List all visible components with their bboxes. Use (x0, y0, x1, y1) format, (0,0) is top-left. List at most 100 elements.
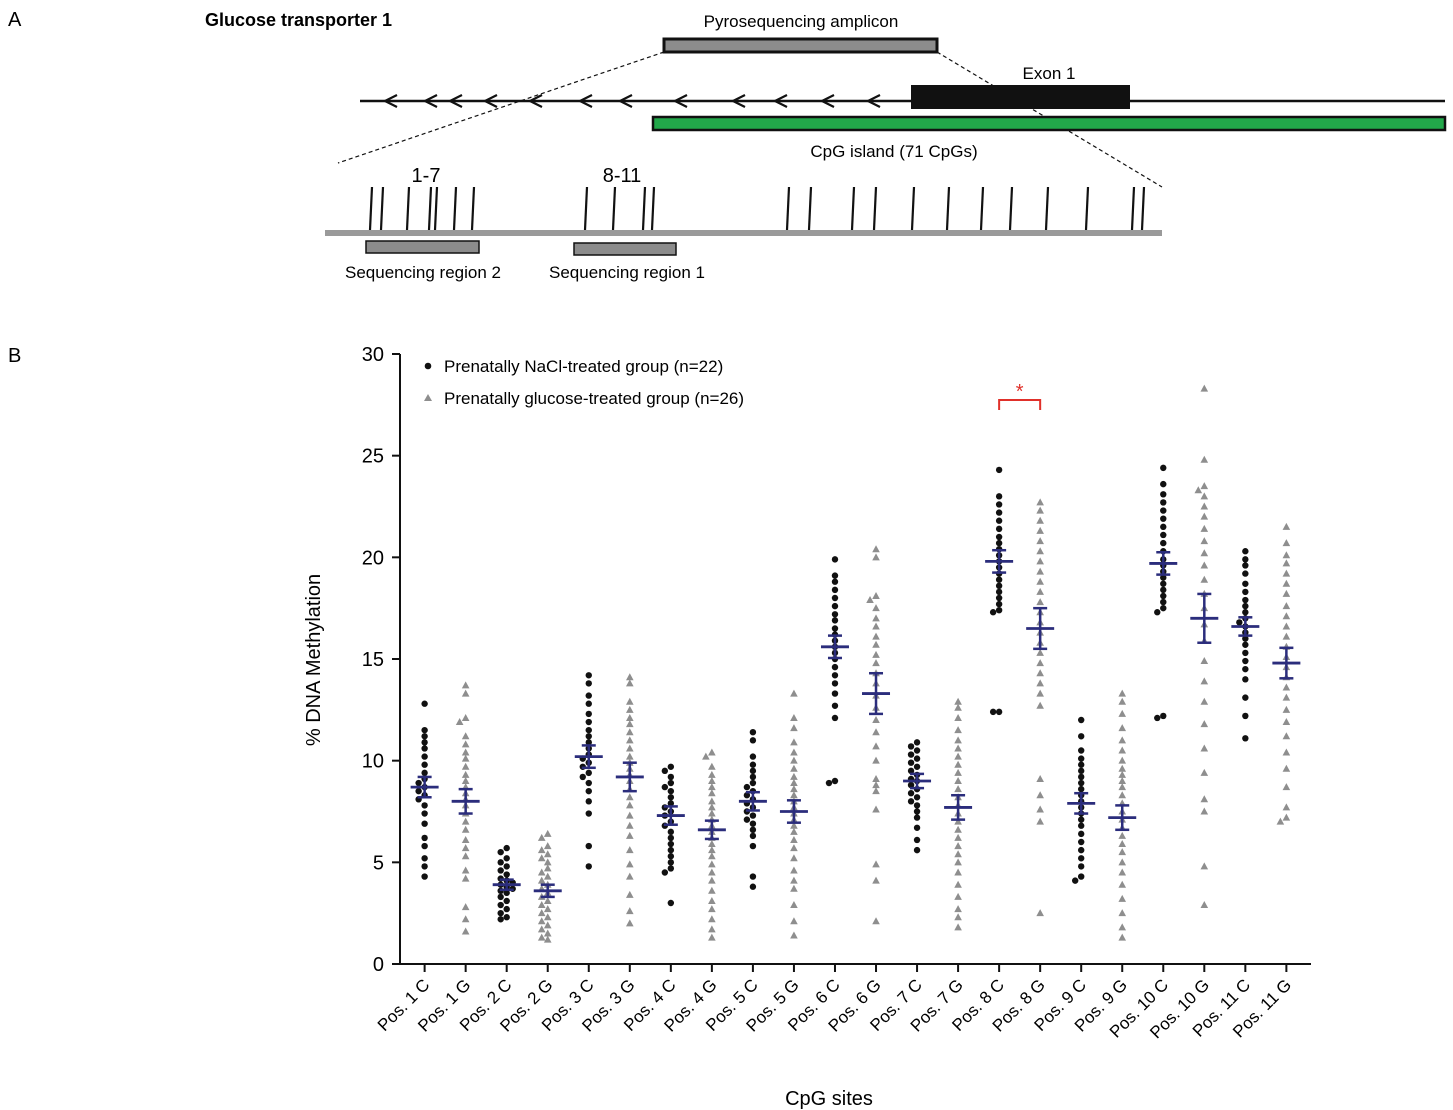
data-point-glucose (1200, 561, 1209, 569)
data-point-glucose (1036, 537, 1044, 545)
data-point-glucose (1118, 777, 1127, 784)
data-point-glucose (790, 821, 798, 829)
data-point-glucose (872, 632, 880, 640)
data-point-glucose (461, 825, 470, 833)
data-point-nacl (421, 820, 428, 827)
data-point-nacl (667, 865, 675, 872)
cpg-site-tick (470, 186, 476, 231)
data-point-glucose (461, 903, 470, 911)
data-point-glucose (872, 756, 880, 764)
data-point-glucose (708, 876, 716, 884)
data-point-glucose (708, 789, 716, 797)
data-point-glucose (1282, 569, 1291, 577)
data-point-glucose (1282, 632, 1291, 640)
data-point-nacl (1242, 556, 1249, 563)
cpg-site-tick (872, 186, 878, 231)
data-point-nacl (995, 600, 1003, 608)
data-point-glucose (626, 744, 634, 752)
data-point-glucose (626, 907, 634, 915)
data-point-glucose (1200, 502, 1209, 510)
data-point-nacl (585, 769, 592, 777)
data-point-nacl (749, 873, 757, 880)
data-point-glucose (790, 689, 798, 697)
data-point-glucose (954, 913, 962, 921)
data-point-nacl (1242, 570, 1249, 577)
data-point-nacl (907, 781, 915, 789)
data-point-glucose (1036, 648, 1044, 656)
data-point-glucose (461, 681, 470, 689)
data-point-nacl (743, 816, 751, 823)
data-point-nacl (585, 739, 592, 746)
data-point-glucose (1036, 577, 1044, 585)
data-point-nacl (421, 863, 428, 870)
x-axis-title: CpG sites (785, 1088, 873, 1110)
data-point-glucose (626, 679, 634, 687)
data-point-glucose (461, 852, 470, 860)
panel-a-label: A (8, 9, 22, 31)
data-point-nacl (497, 893, 504, 901)
cpg-site-tick (850, 186, 856, 231)
data-point-glucose (1282, 693, 1291, 701)
data-point-glucose (790, 785, 798, 793)
data-point-nacl (907, 790, 915, 797)
data-point-nacl (995, 588, 1003, 596)
panel-a: A Glucose transporter 1 Pyrosequencing a… (8, 9, 1447, 282)
data-point-nacl (1160, 531, 1167, 539)
cpg-group-label-1-7: 1-7 (412, 165, 441, 187)
data-point-glucose (1118, 909, 1127, 917)
chart-axes (399, 354, 1311, 965)
data-point-glucose (790, 738, 798, 746)
data-point-glucose (1200, 677, 1209, 685)
data-point-nacl (1242, 602, 1249, 610)
data-point-nacl (831, 578, 839, 585)
cpg-site-tick (1008, 186, 1014, 231)
data-point-glucose (708, 905, 716, 913)
gene-direction-arrow (865, 94, 881, 108)
data-point-glucose (954, 825, 962, 833)
cpg-site-tick (1044, 186, 1050, 231)
data-point-nacl (749, 773, 757, 781)
data-point-nacl (503, 897, 510, 905)
data-point-glucose (1036, 774, 1044, 782)
data-point-glucose (461, 866, 470, 874)
data-point-glucose (543, 829, 552, 837)
data-point-nacl (497, 909, 504, 917)
data-point-glucose (626, 736, 634, 744)
data-point-nacl (1077, 822, 1085, 829)
legend-label-glucose: Prenatally glucose-treated group (n=26) (444, 389, 744, 408)
data-point-glucose (790, 931, 798, 939)
data-point-nacl (503, 889, 510, 897)
data-point-nacl (421, 753, 428, 760)
data-point-glucose (708, 748, 716, 756)
data-point-nacl (1077, 747, 1085, 754)
data-point-nacl (661, 869, 669, 876)
data-point-glucose (872, 917, 880, 925)
data-point-nacl (667, 846, 675, 854)
data-point-glucose (954, 785, 962, 793)
data-point-nacl (667, 899, 675, 907)
data-point-glucose (708, 809, 716, 817)
data-point-glucose (543, 842, 552, 850)
data-point-glucose (708, 933, 716, 941)
data-point-nacl (1242, 580, 1249, 587)
data-point-glucose (1118, 689, 1127, 697)
data-point-nacl (1160, 712, 1167, 720)
cpg-island-bar (651, 115, 1447, 132)
data-point-glucose (1036, 817, 1044, 825)
data-point-glucose (543, 850, 552, 858)
zoom-line-left (337, 51, 665, 164)
data-point-nacl (585, 672, 592, 679)
data-point-glucose (543, 921, 552, 929)
data-point-nacl (421, 769, 428, 777)
data-point-nacl (1236, 619, 1243, 626)
data-point-nacl (1160, 464, 1167, 472)
data-point-glucose (626, 919, 634, 927)
cpg-site-tick (945, 186, 951, 231)
cpg-site-tick (650, 186, 656, 231)
data-point-nacl (1160, 574, 1167, 581)
data-point-nacl (585, 842, 592, 850)
data-point-glucose (537, 925, 546, 933)
data-point-glucose (461, 748, 470, 756)
